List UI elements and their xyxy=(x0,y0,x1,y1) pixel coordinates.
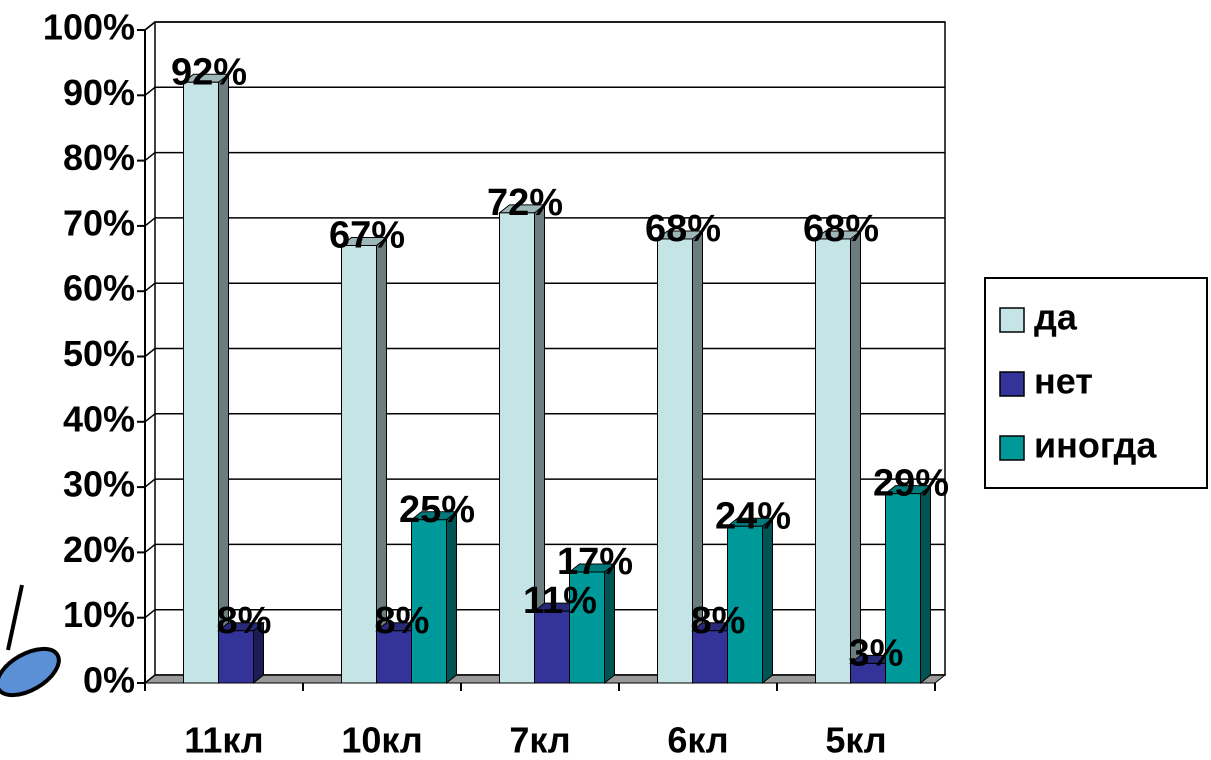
y-tick-label: 20% xyxy=(63,529,135,570)
grid-wall-line xyxy=(144,21,156,31)
legend-label: да xyxy=(1034,297,1078,338)
bar xyxy=(218,630,254,684)
value-label: 8% xyxy=(217,600,272,642)
legend-label: нет xyxy=(1034,361,1093,402)
grid-wall-line xyxy=(144,478,156,488)
grid-wall-line xyxy=(144,347,156,358)
grid-wall-line xyxy=(144,86,156,96)
bar xyxy=(411,519,447,684)
bar xyxy=(727,525,763,684)
y-tick-label: 30% xyxy=(63,464,135,505)
legend-swatch xyxy=(999,435,1025,461)
x-tick-label: 11кл xyxy=(184,720,263,760)
value-label: 25% xyxy=(399,489,475,531)
grid-wall-line xyxy=(144,282,156,292)
value-label: 72% xyxy=(487,182,563,224)
y-tick-label: 0% xyxy=(83,660,135,701)
value-label: 8% xyxy=(691,600,746,642)
x-tick-label: 5кл xyxy=(825,720,886,760)
value-label: 29% xyxy=(873,463,949,505)
value-label: 92% xyxy=(171,51,247,93)
bar xyxy=(885,493,921,684)
x-tick-label: 7кл xyxy=(509,720,570,760)
bar xyxy=(499,212,535,684)
bar-side xyxy=(446,510,457,685)
x-tick-label: 6кл xyxy=(667,720,728,760)
legend-label: иногда xyxy=(1034,425,1157,466)
bar xyxy=(657,238,693,684)
value-label: 68% xyxy=(803,208,879,250)
bar xyxy=(569,571,605,684)
grid-wall-line xyxy=(144,674,156,684)
legend-swatch xyxy=(999,371,1025,397)
value-label: 3% xyxy=(849,632,904,674)
bar xyxy=(692,630,728,684)
bar xyxy=(341,244,377,684)
value-label: 67% xyxy=(329,215,405,257)
value-label: 8% xyxy=(375,600,430,642)
grid-wall-line xyxy=(144,543,156,553)
bar xyxy=(534,610,570,684)
legend-swatch xyxy=(999,307,1025,333)
bar xyxy=(815,238,851,684)
grid-wall-line xyxy=(144,413,156,423)
y-tick-label: 60% xyxy=(63,268,135,309)
value-label: 24% xyxy=(715,495,791,537)
mascot xyxy=(0,584,61,698)
value-label: 11% xyxy=(523,580,597,622)
bar-side xyxy=(762,517,773,685)
grid-wall-line xyxy=(144,152,156,162)
bar-side xyxy=(218,73,229,685)
grid-wall-line xyxy=(144,217,156,227)
y-tick-label: 80% xyxy=(63,137,135,178)
grid-wall-line xyxy=(144,609,156,619)
bar-side xyxy=(850,229,861,685)
y-tick-label: 40% xyxy=(63,398,135,439)
value-label: 17% xyxy=(557,541,633,583)
value-label: 68% xyxy=(645,208,721,250)
bar-side xyxy=(920,484,931,685)
y-tick-label: 100% xyxy=(43,7,135,48)
y-tick-label: 90% xyxy=(63,72,135,113)
x-tick-label: 10кл xyxy=(341,720,422,760)
bar xyxy=(183,81,219,684)
y-tick-label: 10% xyxy=(63,594,135,635)
bar xyxy=(376,630,412,684)
y-tick-label: 70% xyxy=(63,202,135,243)
y-tick-label: 50% xyxy=(63,333,135,374)
